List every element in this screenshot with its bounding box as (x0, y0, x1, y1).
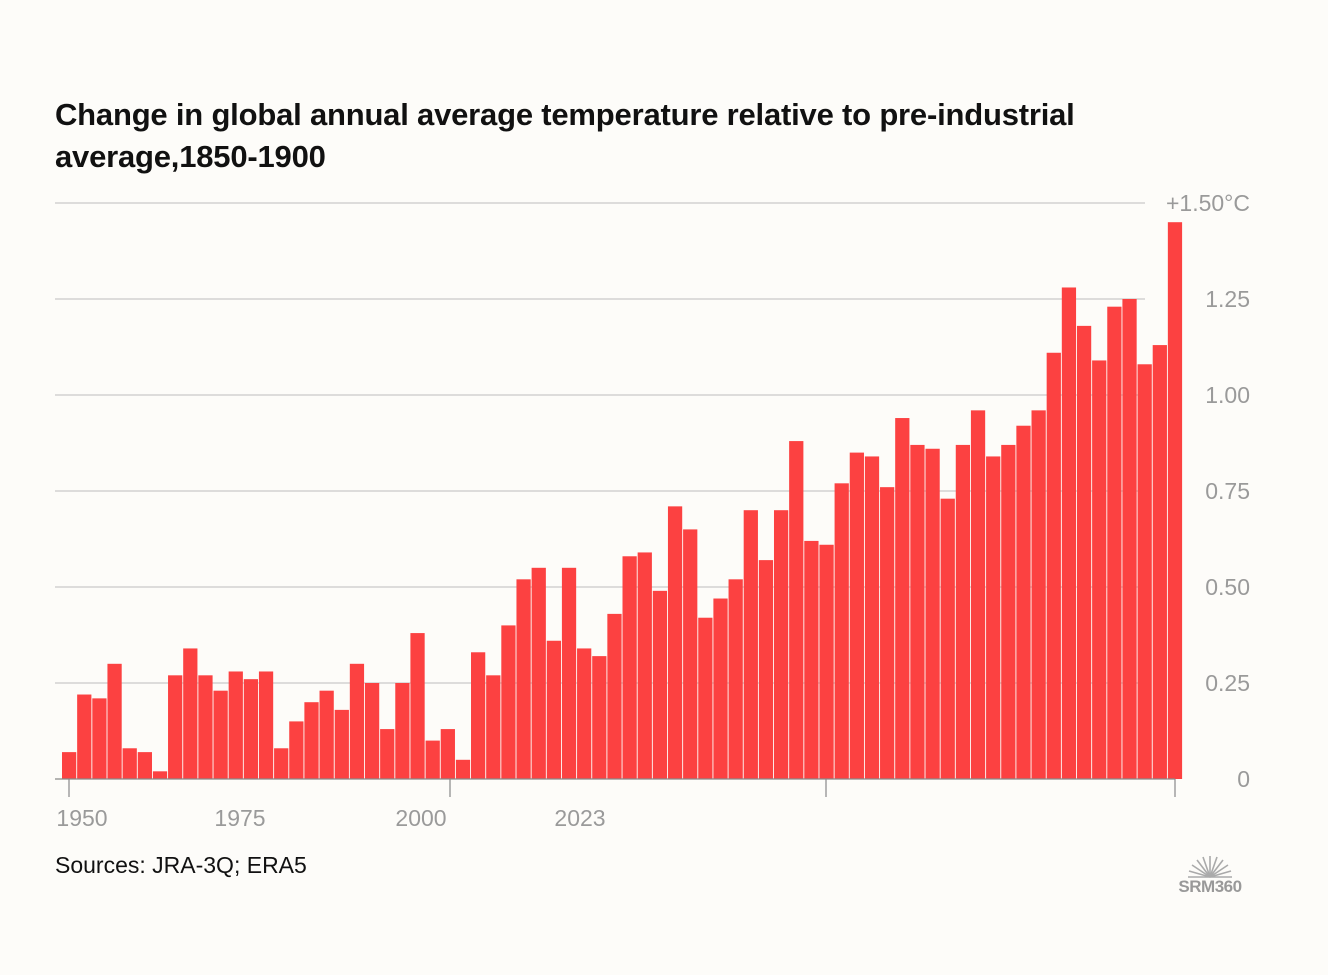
bar (289, 721, 304, 779)
bars (62, 222, 1183, 779)
bar (970, 410, 986, 779)
bar (471, 652, 486, 779)
bar (380, 729, 395, 779)
bar (758, 560, 774, 779)
bar (1107, 306, 1122, 779)
bar (1167, 222, 1183, 779)
bar (986, 456, 1001, 779)
bar (804, 540, 819, 779)
bar (864, 456, 880, 779)
bar (516, 579, 531, 779)
bar (1031, 410, 1046, 779)
logo-text: SRM360 (1178, 877, 1242, 896)
bar (773, 510, 789, 779)
bar (304, 702, 319, 779)
bar (713, 598, 728, 779)
bar (92, 698, 107, 779)
x-tick-labels: 1950 1975 2000 2023 (56, 805, 605, 831)
y-tick-label: 0.25 (1205, 670, 1250, 696)
bar (743, 510, 758, 779)
bar (1152, 345, 1167, 779)
bar (1046, 352, 1061, 779)
y-tick-label: 1.00 (1205, 382, 1250, 408)
bar (319, 690, 334, 779)
bar (834, 483, 849, 779)
bar (728, 579, 743, 779)
bar (849, 452, 864, 779)
bar (1092, 360, 1107, 779)
bar (425, 740, 440, 779)
x-tick-label: 2000 (395, 805, 446, 831)
bar (455, 759, 471, 779)
bar (364, 683, 380, 779)
bar (955, 444, 971, 779)
bar (895, 418, 910, 779)
bar (940, 498, 955, 779)
bar (501, 625, 516, 779)
bar (577, 648, 592, 779)
bar (1061, 287, 1077, 779)
y-tick-labels: 0 0.25 0.50 0.75 1.00 1.25 +1.50°C (1166, 190, 1250, 792)
chart-title: Change in global annual average temperat… (55, 97, 1075, 174)
sunburst-icon (1188, 856, 1232, 878)
bar (274, 748, 289, 779)
bar (334, 709, 349, 779)
x-axis (55, 778, 1176, 797)
bar (77, 694, 92, 779)
bar (607, 613, 622, 779)
bar (395, 683, 410, 779)
bar (152, 771, 168, 779)
x-tick-label: 1950 (56, 805, 107, 831)
bar (243, 679, 259, 779)
bar (122, 748, 137, 779)
bar (486, 675, 501, 779)
bar (410, 633, 425, 779)
y-tick-label: 1.25 (1205, 286, 1250, 312)
bar (1016, 425, 1031, 779)
bar (168, 675, 183, 779)
bar (349, 663, 365, 779)
bar (137, 752, 152, 779)
bar (789, 441, 804, 779)
bar (198, 675, 213, 779)
y-tick-label: 0.75 (1205, 478, 1250, 504)
bar (652, 590, 668, 779)
bar (1137, 364, 1152, 779)
bar (637, 552, 652, 779)
bar (698, 617, 713, 779)
srm360-logo: SRM360 (1168, 853, 1252, 899)
bar (258, 671, 274, 779)
bar (531, 567, 546, 779)
bar (592, 656, 607, 779)
bar (561, 567, 577, 779)
bar (622, 556, 637, 779)
bar (1076, 325, 1092, 779)
source-note: Sources: JRA-3Q; ERA5 (55, 852, 307, 878)
y-tick-label: 0 (1237, 766, 1250, 792)
bar (1001, 444, 1016, 779)
bar (819, 544, 834, 779)
bar (925, 448, 940, 779)
bar (546, 640, 562, 779)
bar (667, 506, 683, 779)
bar (213, 690, 228, 779)
y-tick-label: +1.50°C (1166, 190, 1250, 216)
x-tick-label: 2023 (554, 805, 605, 831)
bar (228, 671, 243, 779)
bar (107, 663, 122, 779)
y-tick-label: 0.50 (1205, 574, 1250, 600)
bar (910, 444, 925, 779)
bar (1122, 299, 1137, 779)
bar (62, 752, 77, 779)
x-tick-label: 1975 (214, 805, 265, 831)
bar (880, 487, 895, 779)
bar (683, 529, 698, 779)
bar (183, 648, 198, 779)
bar (440, 729, 455, 779)
